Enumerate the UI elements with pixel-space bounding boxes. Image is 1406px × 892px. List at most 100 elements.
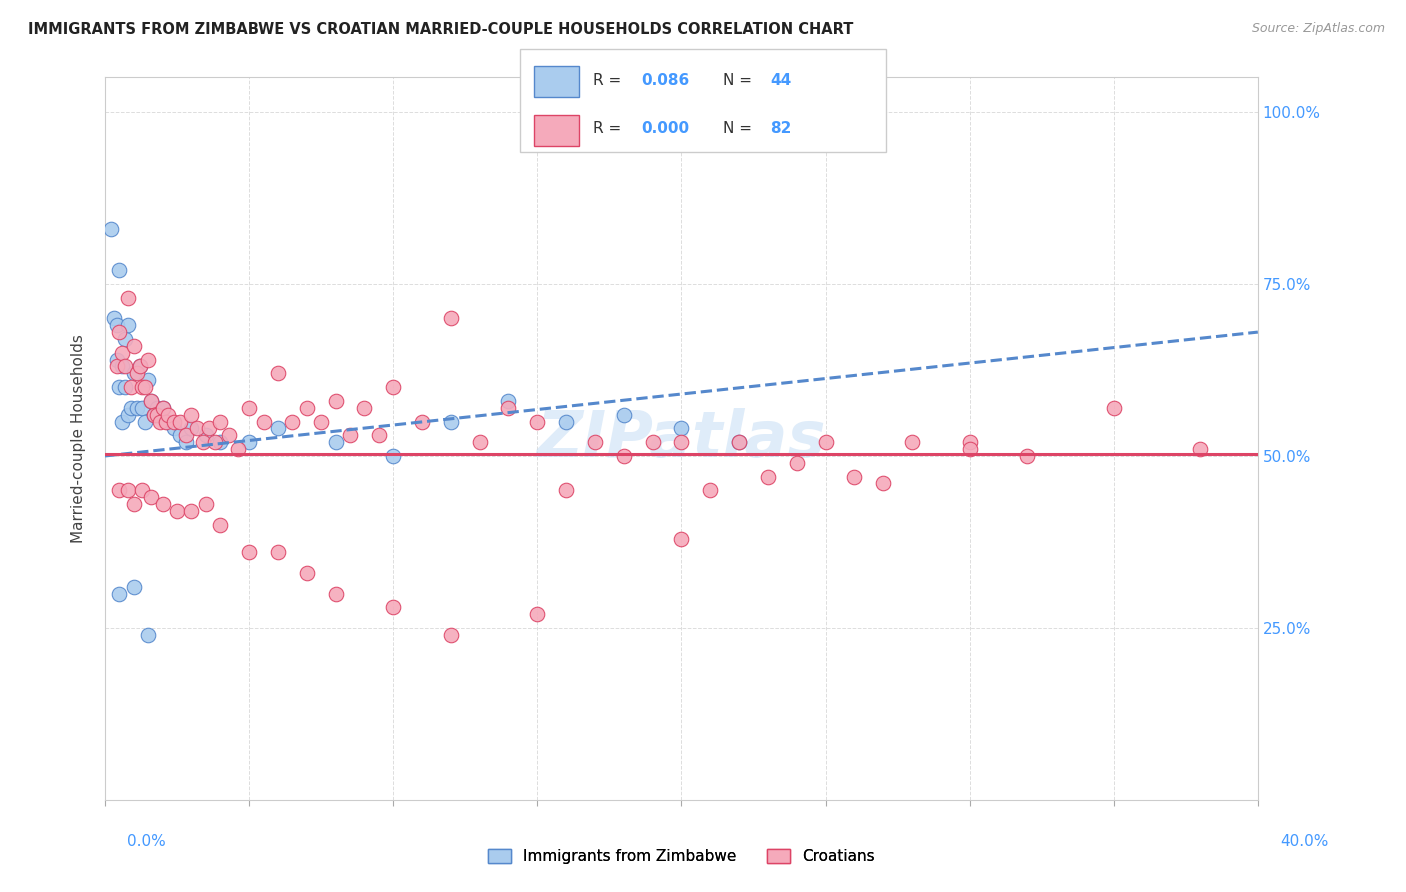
- Point: [209, 435, 232, 450]
- Point: [125, 401, 148, 415]
- Point: [583, 435, 606, 450]
- Point: [959, 442, 981, 456]
- Point: [111, 359, 134, 374]
- Point: [155, 415, 177, 429]
- Point: [136, 352, 159, 367]
- Point: [108, 380, 131, 394]
- Point: [180, 408, 202, 422]
- Point: [382, 449, 405, 463]
- Point: [786, 456, 808, 470]
- Point: [163, 421, 186, 435]
- Text: Source: ZipAtlas.com: Source: ZipAtlas.com: [1251, 22, 1385, 36]
- Text: N =: N =: [723, 121, 756, 136]
- Point: [197, 421, 219, 435]
- Point: [238, 545, 260, 559]
- Point: [267, 421, 290, 435]
- Point: [128, 359, 150, 374]
- Point: [555, 415, 578, 429]
- Point: [152, 401, 174, 415]
- Point: [157, 415, 180, 429]
- Point: [108, 586, 131, 600]
- Point: [128, 359, 150, 374]
- Point: [756, 469, 779, 483]
- Text: 0.000: 0.000: [641, 121, 689, 136]
- Point: [1017, 449, 1039, 463]
- Point: [105, 352, 128, 367]
- Point: [103, 311, 125, 326]
- Point: [325, 393, 347, 408]
- Point: [194, 497, 217, 511]
- Point: [252, 415, 274, 429]
- Point: [117, 291, 139, 305]
- Point: [180, 504, 202, 518]
- Point: [267, 367, 290, 381]
- Point: [671, 421, 693, 435]
- Point: [728, 435, 751, 450]
- Point: [111, 415, 134, 429]
- Point: [100, 222, 122, 236]
- Point: [111, 345, 134, 359]
- Point: [1189, 442, 1212, 456]
- Point: [440, 311, 463, 326]
- Point: [146, 401, 169, 415]
- Point: [180, 421, 202, 435]
- Point: [186, 421, 208, 435]
- Point: [166, 504, 188, 518]
- Point: [440, 628, 463, 642]
- Point: [139, 490, 162, 504]
- Point: [120, 380, 142, 394]
- Point: [209, 517, 232, 532]
- Point: [555, 483, 578, 498]
- Point: [131, 401, 153, 415]
- Point: [108, 263, 131, 277]
- Point: [699, 483, 721, 498]
- Text: 0.0%: 0.0%: [127, 834, 166, 849]
- Point: [108, 325, 131, 339]
- Point: [143, 408, 166, 422]
- Point: [295, 401, 318, 415]
- Text: ZIPatlas: ZIPatlas: [537, 408, 827, 470]
- Point: [174, 428, 197, 442]
- Point: [131, 483, 153, 498]
- Point: [105, 318, 128, 333]
- Point: [117, 408, 139, 422]
- Point: [367, 428, 389, 442]
- Point: [613, 449, 636, 463]
- Point: [134, 380, 156, 394]
- Point: [641, 435, 664, 450]
- Point: [117, 483, 139, 498]
- Point: [139, 393, 162, 408]
- Point: [872, 476, 894, 491]
- Point: [114, 359, 136, 374]
- Point: [267, 545, 290, 559]
- Point: [136, 628, 159, 642]
- Point: [194, 428, 217, 442]
- Point: [157, 408, 180, 422]
- Point: [728, 435, 751, 450]
- Text: R =: R =: [593, 121, 627, 136]
- Point: [125, 367, 148, 381]
- Point: [844, 469, 866, 483]
- Point: [498, 401, 520, 415]
- Point: [114, 380, 136, 394]
- Point: [146, 408, 169, 422]
- Point: [526, 607, 548, 622]
- Point: [526, 415, 548, 429]
- Point: [671, 532, 693, 546]
- Point: [411, 415, 433, 429]
- Point: [325, 586, 347, 600]
- Point: [122, 339, 145, 353]
- Point: [122, 497, 145, 511]
- Point: [169, 428, 191, 442]
- Point: [163, 415, 186, 429]
- Y-axis label: Married-couple Households: Married-couple Households: [72, 334, 86, 543]
- Point: [131, 380, 153, 394]
- Point: [238, 401, 260, 415]
- Point: [613, 408, 636, 422]
- Point: [238, 435, 260, 450]
- Text: 40.0%: 40.0%: [1281, 834, 1329, 849]
- Point: [122, 580, 145, 594]
- Point: [204, 435, 226, 450]
- Point: [325, 435, 347, 450]
- Point: [105, 359, 128, 374]
